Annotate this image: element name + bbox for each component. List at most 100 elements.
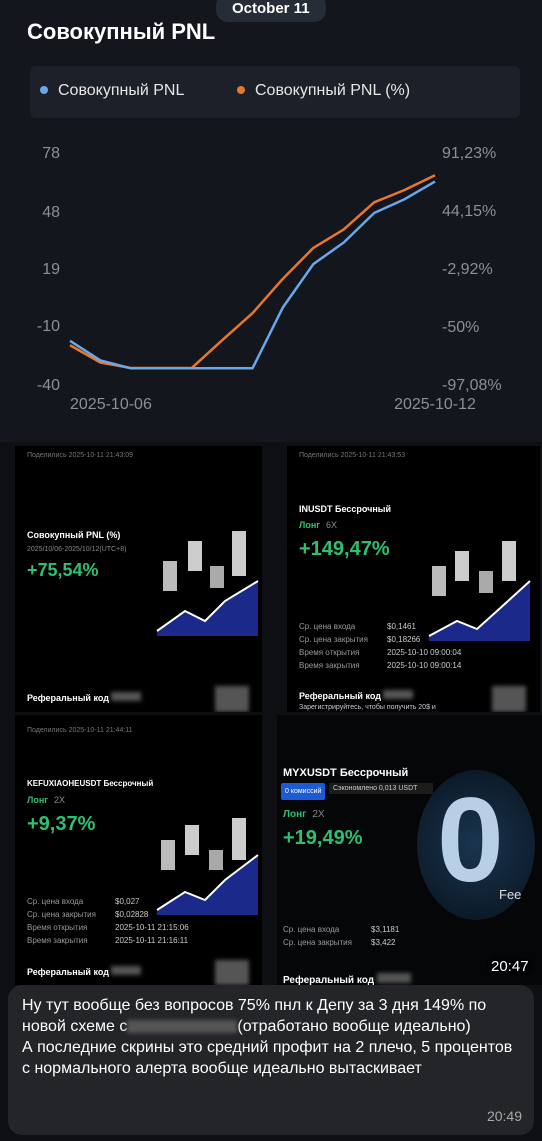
referral: Реферальный код xyxy=(283,973,411,985)
row-label: Время закрытия xyxy=(299,661,360,670)
row-value: 2025-10-10 09:00:14 xyxy=(387,661,462,670)
row: Ср. цена закрытия $0,02828 xyxy=(27,908,189,921)
row-label: Ср. цена входа xyxy=(27,897,84,906)
blurred xyxy=(111,966,142,975)
legend-box xyxy=(30,66,520,118)
side: Лонг 2X xyxy=(27,795,65,805)
rows: Ср. цена входа $3,1181 Ср. цена закрытия $… xyxy=(283,923,399,949)
row-label: Время закрытия xyxy=(27,936,88,945)
side: Лонг 6X xyxy=(299,520,337,530)
referral-label: Реферальный код xyxy=(27,693,109,703)
photo-time: 20:47 xyxy=(487,957,533,976)
y2-tick-label: 44,15% xyxy=(442,203,496,220)
y-tick-label: -40 xyxy=(37,377,60,394)
row-label: Время открытия xyxy=(27,923,88,932)
referral: Реферальный код xyxy=(27,692,142,703)
y-tick-label: 78 xyxy=(42,145,60,162)
legend-swatch xyxy=(40,86,48,94)
row: Ср. цена входа $0,027 xyxy=(27,895,189,908)
screenshot[interactable]: Поделились 2025-10-11 21:44:11 KEFUXIAOH… xyxy=(15,715,262,985)
chart-title: Совокупный PNL xyxy=(27,19,215,44)
row-value: $3,1181 xyxy=(371,925,400,934)
date-pill: October 11 xyxy=(216,0,326,22)
row-value: 2025-10-10 09:00:04 xyxy=(387,648,462,657)
y2-tick-label: -50% xyxy=(442,319,479,336)
row-value: 2025-10-11 21:15:06 xyxy=(115,923,189,932)
leverage: 2X xyxy=(54,795,66,805)
referral-label: Реферальный код xyxy=(283,975,375,985)
row-value: 2025-10-11 21:16:11 xyxy=(115,936,189,945)
y2-tick-label: 91,23% xyxy=(442,145,496,162)
pnl: +9,37% xyxy=(27,813,96,835)
referral-label: Реферальный код xyxy=(299,691,381,701)
side-label: Лонг xyxy=(27,795,48,805)
row-value: $0,1461 xyxy=(387,622,416,631)
qr xyxy=(492,686,526,712)
y2-tick-label: -97,08% xyxy=(442,377,502,394)
y-tick-label: -10 xyxy=(37,318,60,335)
row-label: Ср. цена закрытия xyxy=(299,635,368,644)
shared-time: Поделились 2025-10-11 21:43:53 xyxy=(299,452,406,459)
pnl: +19,49% xyxy=(283,827,363,849)
row-label: Время открытия xyxy=(299,648,360,657)
blurred xyxy=(127,1020,238,1034)
qr xyxy=(215,686,249,712)
row: Время закрытия 2025-10-11 21:16:11 xyxy=(27,934,189,947)
side-label: Лонг xyxy=(299,520,320,530)
decor xyxy=(417,770,535,920)
fee: Fee xyxy=(499,887,522,902)
row: Время открытия 2025-10-11 21:15:06 xyxy=(27,921,189,934)
row-label: Ср. цена входа xyxy=(299,622,356,631)
leverage: 2X xyxy=(312,809,325,820)
qr xyxy=(215,960,249,985)
pnl: +75,54% xyxy=(27,560,99,580)
zero: 0 xyxy=(437,773,504,907)
card-title: INUSDT Бессрочный xyxy=(299,504,392,514)
row-label: Ср. цена входа xyxy=(283,925,340,934)
legend-swatch xyxy=(237,86,245,94)
row-value: $3,422 xyxy=(371,938,396,947)
decor xyxy=(156,531,259,636)
badge: 0 комиссий xyxy=(281,783,326,800)
x-tick-label: 2025-10-06 xyxy=(70,396,152,413)
screenshot[interactable]: Поделились 2025-10-11 21:43:09 Совокупны… xyxy=(15,446,262,712)
row-label: Ср. цена закрытия xyxy=(27,910,96,919)
legend-label: Совокупный PNL (%) xyxy=(255,82,410,99)
line xyxy=(69,180,436,370)
decor xyxy=(428,541,531,641)
row: Время закрытия 2025-10-10 09:00:14 xyxy=(299,659,461,672)
y2-tick-label: -2,92% xyxy=(442,261,493,278)
row: Ср. цена входа $0,1461 xyxy=(299,620,461,633)
blurred xyxy=(383,690,414,699)
side-label: Лонг xyxy=(283,809,307,820)
y-tick-label: 19 xyxy=(42,261,60,278)
referral: Реферальный код xyxy=(299,690,414,701)
decor xyxy=(156,818,259,915)
screenshot[interactable]: Поделились 2025-10-11 21:43:53 INUSDT Бе… xyxy=(287,446,540,712)
rows: Ср. цена входа $0,1461 Ср. цена закрытия $… xyxy=(299,620,461,672)
card-title: Совокупный PNL (%) xyxy=(27,530,121,540)
shared-time: Поделились 2025-10-11 21:43:09 xyxy=(27,452,134,459)
shared-time: Поделились 2025-10-11 21:44:11 xyxy=(27,727,133,734)
rows: Ср. цена входа $0,027 Ср. цена закрытия $0… xyxy=(27,895,189,947)
card-title: KEFUXIAOHEUSDT Бессрочный xyxy=(27,779,154,788)
blurred xyxy=(111,692,142,701)
row: Время открытия 2025-10-10 09:00:04 xyxy=(299,646,461,659)
message-text: Ну тут вообще без вопросов 75% пнл к Деп… xyxy=(22,997,487,1035)
row-label: Ср. цена закрытия xyxy=(283,938,352,947)
period: 2025/10/06-2025/10/12(UTC+8) xyxy=(27,546,127,553)
promo: Зарегистрируйтесь, чтобы получить 20$ и xyxy=(299,704,436,711)
row: Ср. цена входа $3,1181 xyxy=(283,923,399,936)
referral: Реферальный код xyxy=(27,966,142,977)
message-text: (отработано вообще идеально) xyxy=(237,1018,471,1035)
pnl: +149,47% xyxy=(299,538,390,560)
blurred xyxy=(376,973,411,983)
message: Ну тут вообще без вопросов 75% пнл к Деп… xyxy=(8,985,534,1135)
screenshot[interactable]: MYXUSDT Бессрочный 0 комиссий Сэкономлен… xyxy=(277,715,542,985)
message-time: 20:49 xyxy=(486,1108,522,1124)
row-value: $0,02828 xyxy=(115,910,149,919)
card-title: MYXUSDT Бессрочный xyxy=(283,767,409,779)
y-tick-label: 48 xyxy=(42,204,60,221)
side: Лонг 2X xyxy=(283,809,325,820)
